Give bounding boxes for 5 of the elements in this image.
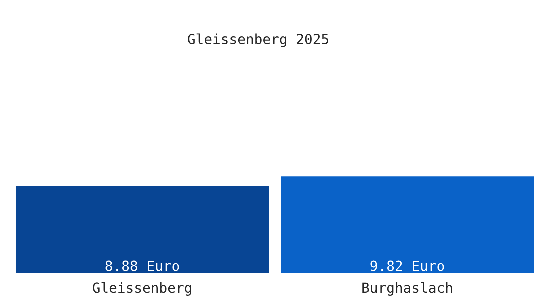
data-label: 9.82 Euro [370,260,444,272]
x-tick-label: Gleissenberg [93,282,192,296]
chart-title: Gleissenberg 2025 [188,34,328,48]
x-tick-label: Burghaslach [362,282,452,296]
data-label: 8.88 Euro [106,260,180,272]
